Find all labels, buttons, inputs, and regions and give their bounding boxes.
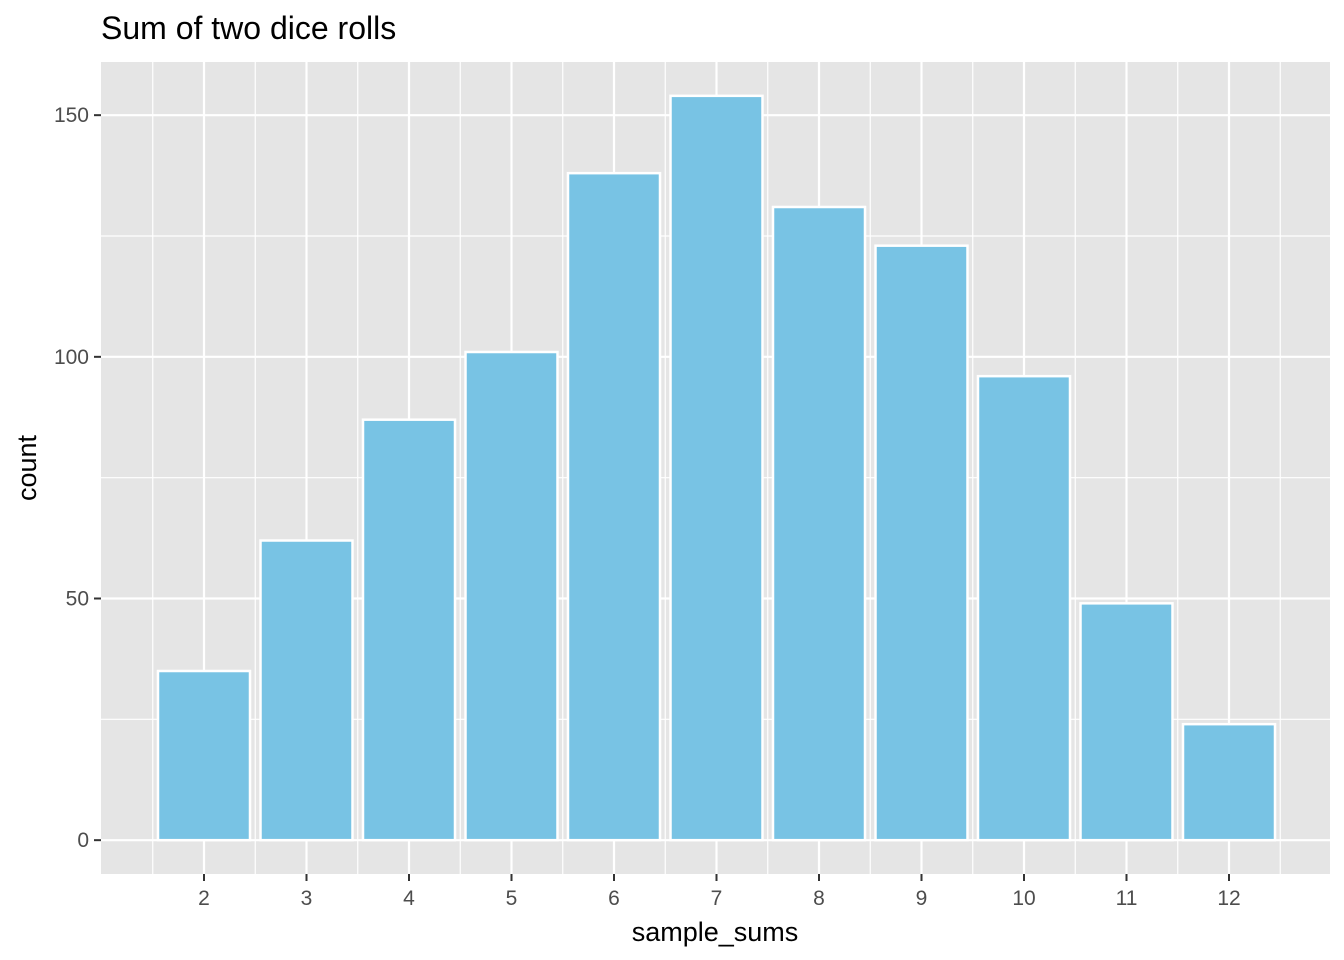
y-axis: 0 50 100 150 [54, 104, 101, 852]
bar [874, 244, 969, 842]
y-tick-label: 100 [54, 346, 89, 369]
bar [259, 539, 354, 842]
x-axis: 2 3 4 5 6 7 8 9 10 11 12 [198, 874, 1241, 910]
bar [566, 171, 662, 842]
bar [361, 418, 457, 842]
bar [771, 205, 867, 842]
bar [156, 669, 252, 842]
x-tick-label: 3 [301, 887, 313, 910]
x-axis-title: sample_sums [632, 917, 799, 947]
x-tick-label: 9 [916, 887, 928, 910]
x-tick-label: 12 [1217, 887, 1240, 910]
bar [1079, 602, 1174, 842]
bar [1181, 722, 1277, 842]
bar [464, 350, 559, 842]
x-tick-label: 10 [1012, 887, 1035, 910]
bar [976, 374, 1072, 842]
bar [669, 94, 764, 842]
x-tick-label: 11 [1116, 887, 1138, 910]
x-tick-label: 7 [711, 887, 723, 910]
x-tick-label: 8 [813, 887, 825, 910]
bars [156, 94, 1277, 842]
y-axis-title: count [12, 434, 42, 501]
y-tick-label: 150 [54, 104, 89, 127]
y-tick-label: 50 [66, 588, 89, 611]
chart-title: Sum of two dice rolls [101, 10, 396, 46]
x-tick-label: 4 [403, 887, 415, 910]
x-tick-label: 2 [198, 887, 210, 910]
y-tick-label: 0 [77, 829, 89, 852]
x-tick-label: 5 [506, 887, 518, 910]
x-tick-label: 6 [608, 887, 620, 910]
